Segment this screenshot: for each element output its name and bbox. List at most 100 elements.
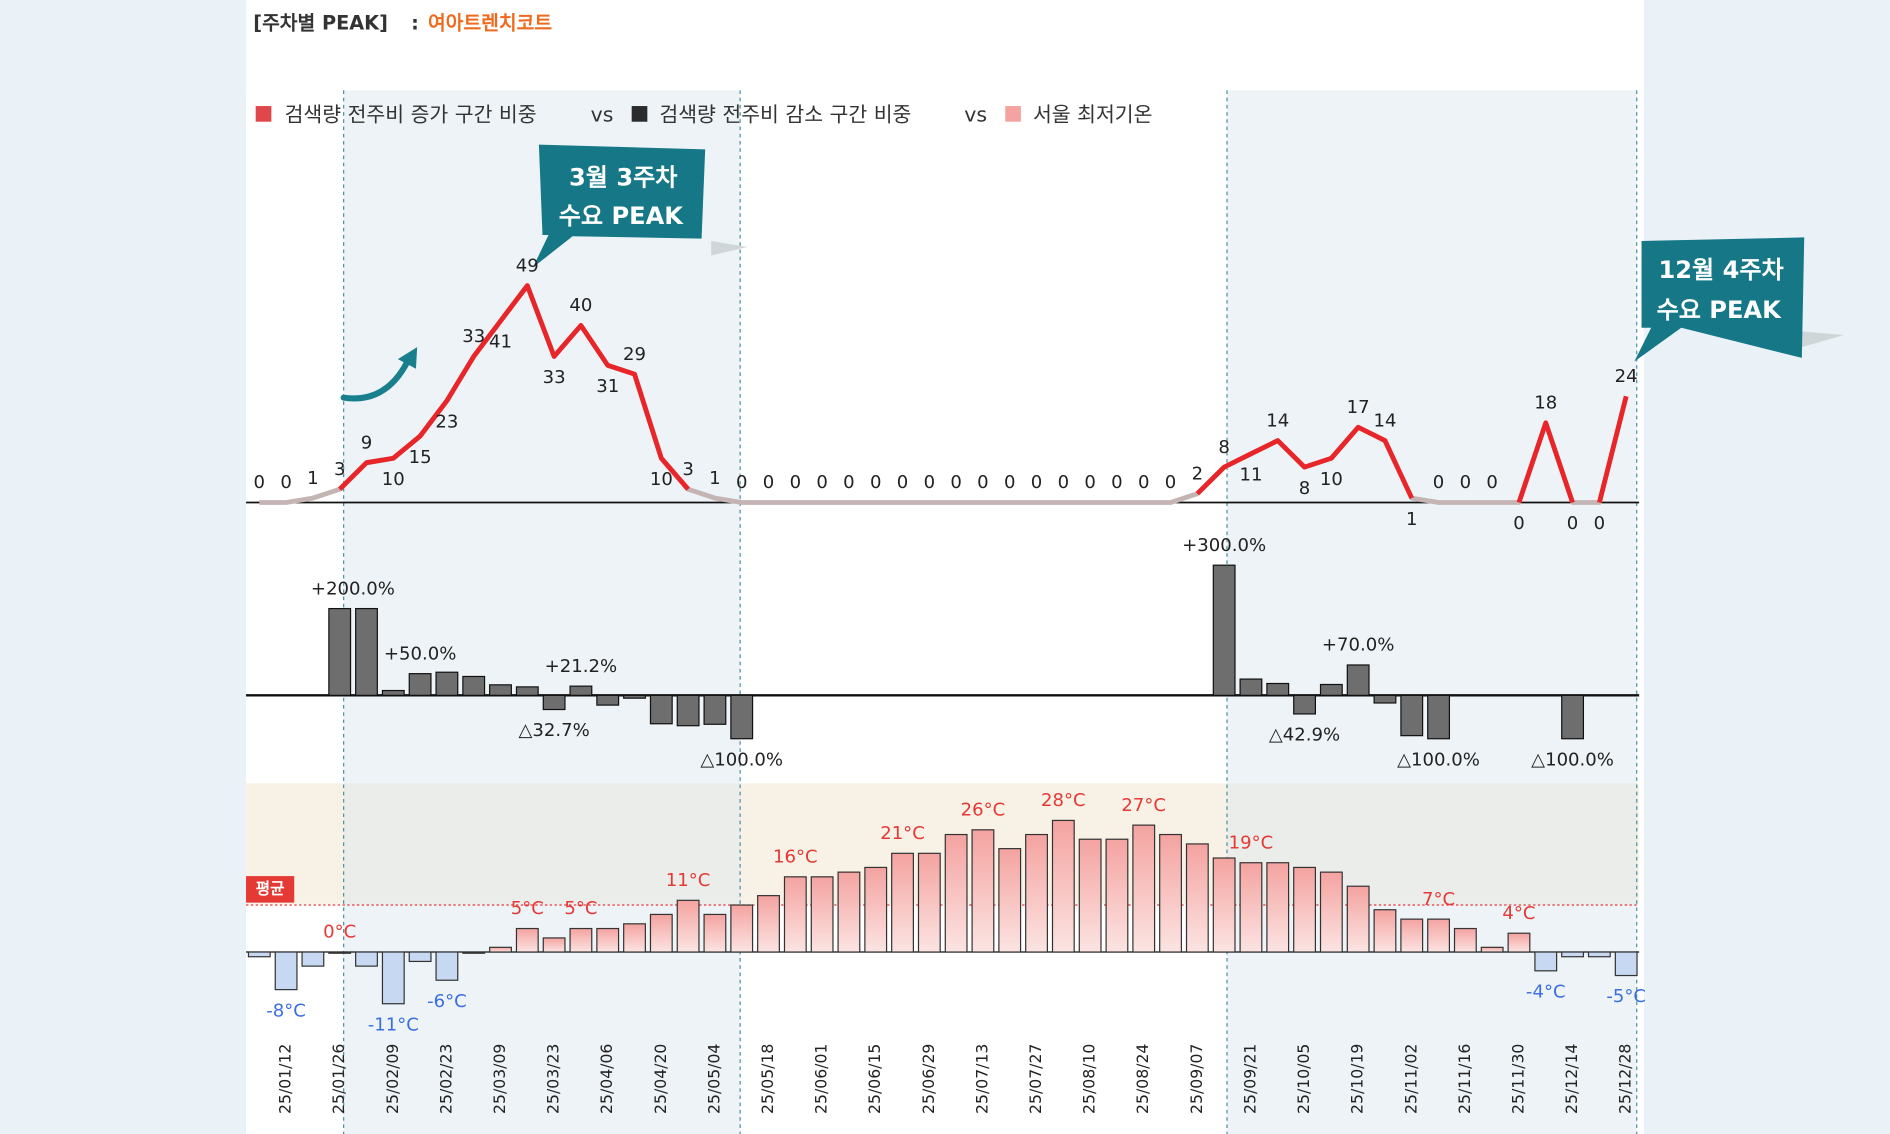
data-label: 18 bbox=[1534, 393, 1557, 414]
x-tick-label: 25/09/07 bbox=[1187, 1044, 1206, 1114]
average-label: 평균 bbox=[256, 879, 285, 898]
wow-bar bbox=[328, 607, 352, 696]
temp-label: 5°C bbox=[511, 898, 544, 919]
wow-bar bbox=[1373, 694, 1397, 704]
wow-bar bbox=[1561, 694, 1585, 740]
data-label: 0 bbox=[1165, 472, 1177, 493]
wow-bar bbox=[1293, 694, 1317, 715]
x-tick-label: 25/10/19 bbox=[1348, 1044, 1367, 1114]
data-label: 10 bbox=[650, 469, 673, 490]
temp-bar bbox=[676, 899, 700, 953]
wow-label: +300.0% bbox=[1182, 535, 1266, 556]
data-label: 0 bbox=[1513, 513, 1524, 534]
x-tick-label: 25/05/18 bbox=[758, 1044, 777, 1114]
data-label: 33 bbox=[462, 326, 485, 347]
temp-bar bbox=[408, 951, 432, 963]
data-label: 0 bbox=[950, 472, 962, 493]
x-tick-label: 25/04/06 bbox=[597, 1044, 616, 1114]
header-product: 여아트렌치코트 bbox=[428, 12, 552, 35]
data-label: 0 bbox=[1486, 472, 1498, 493]
average-badge bbox=[246, 876, 295, 903]
wow-bar bbox=[569, 685, 593, 696]
callout-text: 12월 4주차 bbox=[1658, 256, 1783, 284]
temp-bar bbox=[1453, 927, 1477, 953]
data-label: 0 bbox=[1111, 472, 1123, 493]
data-label: 0 bbox=[870, 472, 882, 493]
data-label: 8 bbox=[1218, 437, 1230, 458]
wow-bar bbox=[489, 684, 512, 696]
data-label: 2 bbox=[1192, 463, 1204, 484]
x-tick-label: 25/09/21 bbox=[1240, 1044, 1259, 1114]
temp-bar bbox=[623, 923, 646, 953]
x-tick-label: 25/05/04 bbox=[704, 1044, 723, 1114]
temp-label: -8°C bbox=[266, 1000, 306, 1021]
temp-bar bbox=[1132, 824, 1156, 953]
data-label: 31 bbox=[596, 376, 619, 397]
legend-swatch bbox=[631, 106, 648, 122]
x-tick-label: 25/12/14 bbox=[1562, 1044, 1581, 1114]
search-line-peak bbox=[1597, 395, 1629, 504]
temp-bar bbox=[515, 927, 539, 953]
temp-bar bbox=[837, 871, 861, 953]
x-tick-label: 25/11/30 bbox=[1508, 1044, 1527, 1114]
callout-shadow bbox=[1801, 331, 1845, 348]
temp-bar bbox=[328, 951, 352, 954]
data-label: 0 bbox=[1433, 472, 1444, 493]
temp-label: -5°C bbox=[1606, 986, 1646, 1007]
temp-label: 11°C bbox=[666, 870, 711, 891]
wow-label: +70.0% bbox=[1322, 635, 1395, 656]
temp-bar bbox=[1078, 838, 1102, 953]
temp-bar bbox=[569, 927, 593, 953]
wow-bar bbox=[1346, 664, 1370, 696]
temp-label: 16°C bbox=[773, 847, 818, 868]
temp-label: -11°C bbox=[368, 1014, 419, 1035]
temp-bar bbox=[944, 833, 968, 953]
callout-text: 수요 PEAK bbox=[1657, 296, 1782, 324]
wow-bar bbox=[1266, 682, 1290, 696]
temp-label: 28°C bbox=[1041, 790, 1086, 811]
temp-bar bbox=[489, 946, 512, 953]
x-tick-label: 25/06/01 bbox=[812, 1044, 831, 1114]
data-label: 0 bbox=[1004, 472, 1016, 493]
temp-bar bbox=[1025, 833, 1048, 953]
temp-bar bbox=[1105, 838, 1129, 953]
wow-bar bbox=[623, 694, 646, 699]
x-tick-label: 25/04/20 bbox=[651, 1044, 670, 1114]
wow-bar bbox=[596, 694, 620, 706]
data-label: 3 bbox=[682, 459, 694, 480]
temp-bar bbox=[1480, 946, 1504, 953]
data-label: 0 bbox=[924, 472, 936, 493]
wow-bar bbox=[676, 694, 700, 727]
data-label: 0 bbox=[843, 472, 855, 493]
data-label: 9 bbox=[361, 432, 372, 453]
data-label: 0 bbox=[1058, 472, 1070, 493]
search-line-peak bbox=[1195, 424, 1414, 500]
wow-bar bbox=[408, 673, 432, 696]
x-tick-label: 25/06/29 bbox=[919, 1044, 938, 1114]
data-label: 0 bbox=[1084, 472, 1096, 493]
wow-label: +50.0% bbox=[384, 643, 457, 664]
data-label: 14 bbox=[1373, 410, 1396, 431]
temp-bar bbox=[355, 951, 378, 967]
x-tick-label: 25/02/09 bbox=[383, 1044, 402, 1114]
data-label: 33 bbox=[543, 367, 566, 388]
temp-bar bbox=[998, 848, 1022, 953]
data-label: 24 bbox=[1615, 366, 1638, 387]
temp-bar bbox=[1373, 909, 1397, 953]
temp-bar bbox=[757, 895, 780, 953]
temp-bar bbox=[1266, 862, 1290, 953]
temp-bar bbox=[1051, 819, 1075, 953]
temp-bar bbox=[1427, 918, 1451, 953]
temp-bar bbox=[1293, 866, 1317, 953]
temp-label: 0°C bbox=[323, 922, 356, 943]
temp-bar bbox=[891, 852, 914, 953]
wow-bar bbox=[355, 607, 378, 696]
wow-bar bbox=[542, 694, 566, 711]
temp-bar bbox=[810, 876, 834, 953]
wow-bar bbox=[435, 671, 459, 696]
temp-bar bbox=[864, 866, 888, 953]
temp-bar bbox=[1185, 843, 1209, 953]
data-label: 0 bbox=[763, 472, 775, 493]
callout-text: 수요 PEAK bbox=[559, 202, 684, 230]
